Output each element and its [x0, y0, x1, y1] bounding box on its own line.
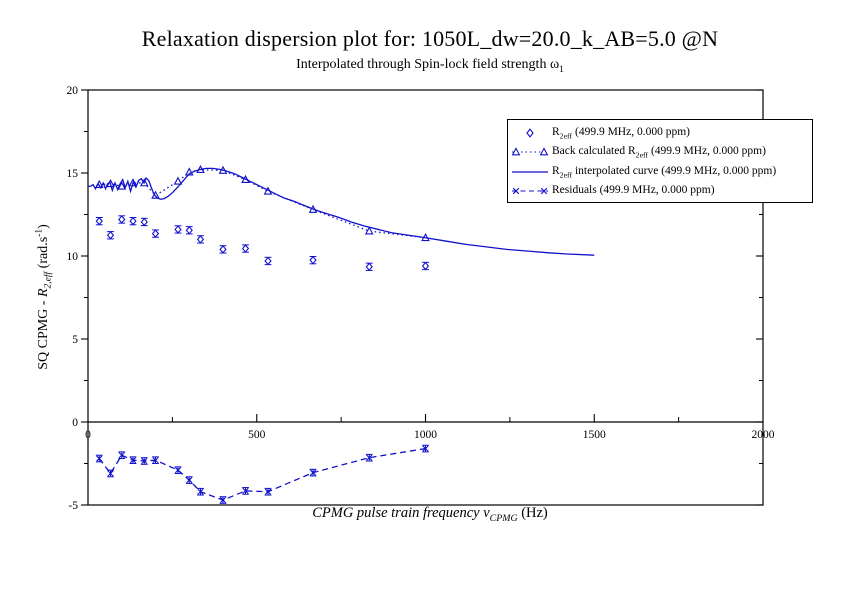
legend-item-label: Back calculated R2eff (499.9 MHz, 0.000 … [552, 145, 766, 159]
diamond-marker [196, 235, 205, 244]
x-tick-label: 1500 [583, 429, 606, 441]
legend-label-pre: R [552, 164, 560, 177]
x-marker [242, 487, 249, 494]
triangle-dotted-line-icon [508, 145, 552, 159]
legend-label-post: (499.9 MHz, 0.000 ppm) [572, 125, 690, 138]
plot-title: Relaxation dispersion plot for: 1050L_dw… [141, 26, 719, 51]
diamond-marker [264, 256, 272, 266]
x-marker [129, 457, 137, 464]
legend-item-label: R2eff interpolated curve (499.9 MHz, 0.0… [552, 165, 776, 179]
triangle-marker [117, 181, 127, 190]
diamond-marker [421, 261, 430, 271]
y-axis-label-superscript: -1 [34, 228, 45, 237]
diamond-marker [365, 262, 373, 272]
y-tick-label: -5 [68, 500, 78, 512]
diamond-marker [241, 244, 250, 253]
legend-item-label: Residuals (499.9 MHz, 0.000 ppm) [552, 184, 715, 198]
diamond-marker [151, 229, 160, 238]
diamond-marker [219, 245, 227, 254]
y-tick-label: 20 [67, 85, 79, 97]
y-axis-label-units: (rad.s [35, 236, 51, 272]
triangle-marker [364, 226, 374, 235]
x-marker [141, 457, 148, 465]
x-marker [422, 445, 429, 452]
plot-subtitle-text: Interpolated through Spin-lock field str… [296, 57, 560, 72]
diamond-marker [185, 226, 193, 235]
x-axis-label: CPMG pulse train frequency νCPMG (Hz) [0, 505, 842, 524]
x-tick-label: 1000 [414, 429, 437, 441]
x-marker [152, 457, 159, 464]
y-axis-label: SQ CPMG - R2,eff (rad.s-1) [34, 224, 53, 370]
y-axis-label-symbol: R [35, 288, 51, 298]
x-axis-label-pre: CPMG pulse train frequency ν [312, 505, 490, 521]
x-marker [174, 467, 182, 474]
legend-label-post: interpolated curve (499.9 MHz, 0.000 ppm… [572, 164, 777, 177]
legend-label-sub: 2eff [559, 130, 573, 140]
x-marker [107, 470, 114, 477]
series-3-line [98, 447, 426, 501]
legend-label-pre: Residuals (499.9 MHz, 0.000 ppm) [552, 184, 715, 197]
legend-label-pre: R [552, 125, 560, 138]
plot-subtitle: Interpolated through Spin-lock field str… [0, 57, 842, 75]
legend-item-r2eff: R2eff (499.9 MHz, 0.000 ppm) [508, 123, 812, 143]
y-tick-label: 5 [72, 334, 78, 346]
x-axis-label-units: (Hz) [517, 505, 548, 521]
diamond-marker [309, 255, 317, 265]
diamond-marker [95, 216, 103, 226]
x-marker [197, 488, 204, 495]
diamond-marker [174, 225, 182, 234]
legend-label-sub: 2eff [635, 150, 649, 160]
y-tick-label: 15 [67, 168, 79, 180]
x-tick-label: 500 [248, 429, 266, 441]
triangle-marker [173, 176, 183, 185]
y-tick-label: 10 [67, 251, 79, 263]
x-tick-label: 2000 [752, 429, 775, 441]
diamond-marker [106, 231, 115, 240]
diamond-marker [118, 215, 126, 224]
y-axis-label-subscript: 2,eff [43, 271, 54, 289]
y-tick-label: 0 [72, 417, 78, 429]
legend-item-back-calculated: Back calculated R2eff (499.9 MHz, 0.000 … [508, 143, 812, 163]
y-axis-label-pre: SQ CPMG - [35, 297, 51, 370]
x-dashed-line-icon [508, 184, 552, 198]
diamond-marker-icon [508, 126, 552, 140]
x-marker [264, 488, 272, 495]
legend-label-sub: 2eff [559, 169, 573, 179]
x-tick-label: 0 [85, 429, 91, 441]
x-marker [219, 496, 227, 504]
y-axis-label-close: ) [35, 224, 51, 229]
x-marker [309, 469, 317, 476]
legend-item-residuals: Residuals (499.9 MHz, 0.000 ppm) [508, 182, 812, 202]
legend-item-label: R2eff (499.9 MHz, 0.000 ppm) [552, 126, 690, 140]
solid-line-icon [508, 165, 552, 179]
plot-subtitle-subscript: 1 [559, 64, 564, 75]
legend-label-post: (499.9 MHz, 0.000 ppm) [648, 145, 766, 158]
diamond-marker [129, 216, 137, 226]
x-marker [186, 477, 193, 484]
x-marker [366, 454, 373, 461]
legend-item-interpolated-curve: R2eff interpolated curve (499.9 MHz, 0.0… [508, 162, 812, 182]
legend-label-pre: Back calculated R [552, 145, 636, 158]
legend: R2eff (499.9 MHz, 0.000 ppm) Back calcul… [507, 119, 813, 203]
x-marker [96, 455, 103, 462]
x-marker [118, 452, 125, 459]
series-2-line [88, 167, 595, 256]
diamond-marker [140, 217, 148, 227]
x-axis-label-subscript: CPMG [489, 512, 518, 524]
